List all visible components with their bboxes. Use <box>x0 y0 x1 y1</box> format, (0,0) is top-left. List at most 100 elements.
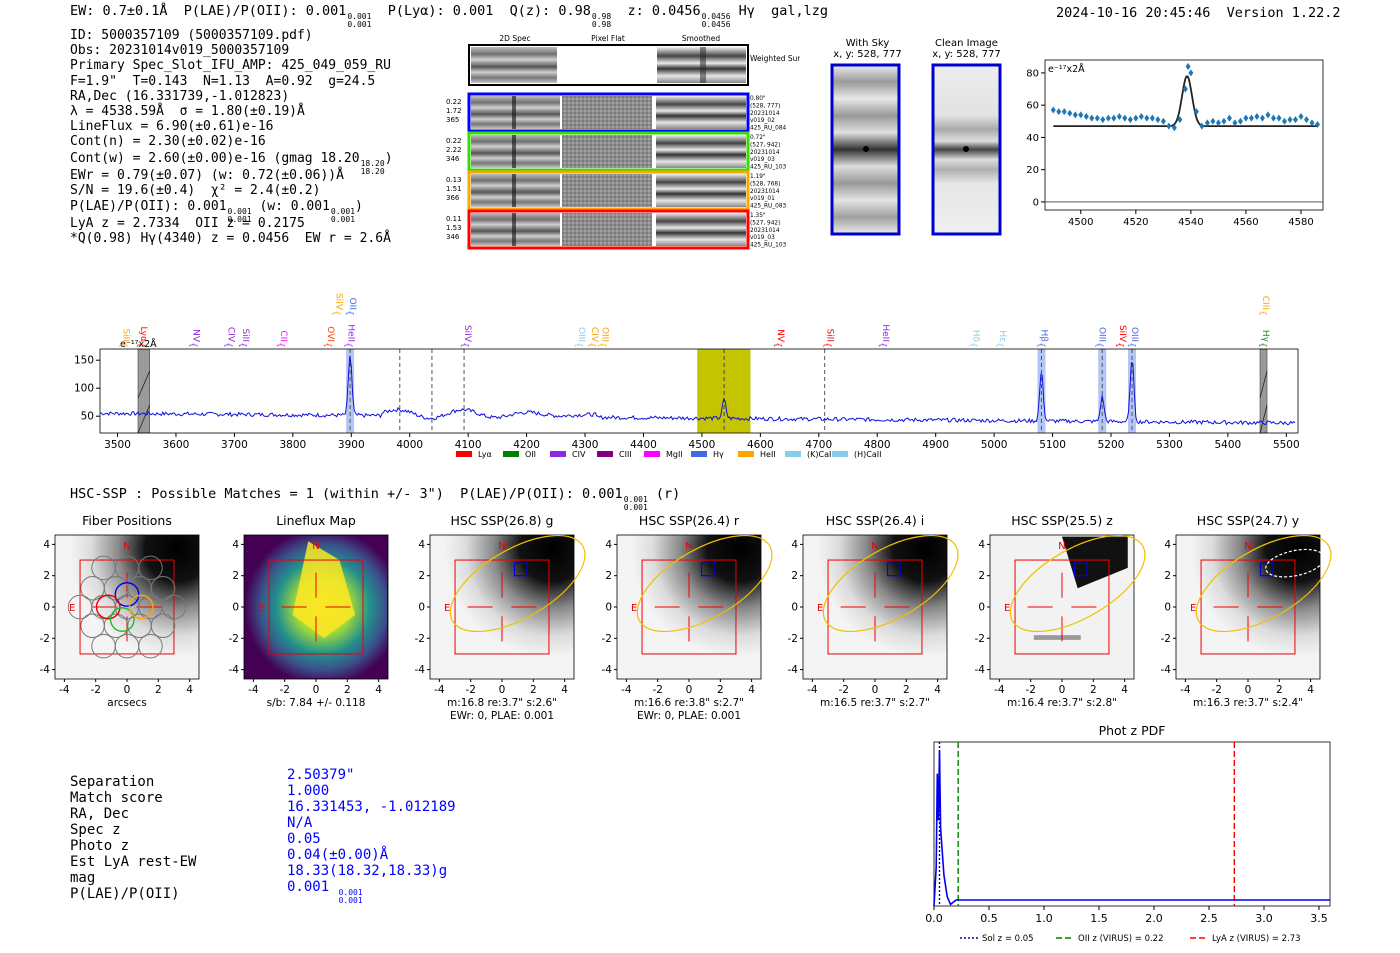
spec-row-meta: 425_RU_084 <box>750 126 787 132</box>
wide-xtick-label: 3900 <box>338 439 365 451</box>
wide-line-label: CIII <box>1260 296 1270 310</box>
plae-text: P(LAE)/P(OII): 0.001 <box>70 199 227 215</box>
cutout-match-box <box>1259 562 1274 577</box>
wide-xtick-label: 4100 <box>455 439 482 451</box>
cutout-ytick-label: -4 <box>975 664 986 676</box>
weighted-sum-2dspec <box>471 47 557 83</box>
fit-point <box>1259 114 1265 122</box>
photz-legend-label: Sol z = 0.05 <box>982 934 1034 944</box>
cutout-ytick-label: 4 <box>605 539 612 551</box>
cutout-xtick-label: -2 <box>1211 684 1221 696</box>
header-ew-plae: EW: 0.7±0.1Å P(LAE)/P(OII): 0.001 <box>70 3 347 19</box>
cutout-match-box <box>513 562 528 577</box>
wide-hatch-line <box>137 370 151 399</box>
wide-line-label: SiII <box>240 328 250 342</box>
fit-point <box>1248 114 1254 122</box>
cutout-ytick-label: -4 <box>788 664 799 676</box>
wide-xtick-label: 4900 <box>922 439 949 451</box>
spec-row-meta: v019_03 <box>750 157 775 163</box>
fit-point <box>1072 111 1078 119</box>
match-labels: Separation Match score RA, Dec Spec z Ph… <box>70 774 196 902</box>
wide-legend-swatch <box>644 451 660 457</box>
header-plya: P(Lyα): 0.001 <box>387 3 494 19</box>
cutout-east: E <box>631 603 637 614</box>
wide-line-bracket: { <box>573 342 583 348</box>
frac-hi: 0.0456 <box>701 12 731 21</box>
match-label-0: Separation <box>70 774 155 790</box>
cutout-ytick-label: 2 <box>978 570 985 582</box>
cutout-ytick-label: 2 <box>43 570 50 582</box>
frac-lo: 0.001 <box>330 215 356 225</box>
wide-legend-swatch <box>738 451 754 457</box>
wide-line-bracket: { <box>877 342 887 348</box>
spec-row-stat: 0.22 <box>446 137 462 145</box>
cutout-xtick-label: -2 <box>1025 684 1035 696</box>
spec-row-meta: 1.19" <box>750 174 766 180</box>
fit-ytick-label: 20 <box>1026 165 1039 176</box>
photz-xtick-label: 3.0 <box>1255 912 1273 925</box>
frac-lo: 0.98 <box>591 20 612 29</box>
fit-point <box>1281 117 1287 125</box>
spec-row-smoothed <box>656 174 746 207</box>
info-contn: Cont(n) = 2.30(±0.02)e-16 <box>70 134 266 150</box>
wide-line-bracket: { <box>1035 342 1045 348</box>
wide-line-label: HeII <box>345 324 355 342</box>
stamp-clean-title: Clean Image x, y: 528, 777 <box>919 38 1014 60</box>
wide-line-label: SiIV <box>462 325 472 343</box>
spec-row-meta: 20231014 <box>750 189 780 195</box>
match-value-7: 0.001 0.001 0.001 <box>287 879 456 905</box>
wide-spectrum-plot: 3500 3600 3700 3800 3900 4000 4100 4200 4300 4400… <box>74 293 1300 459</box>
spec-row-meta: v019_01 <box>750 196 775 202</box>
cutout-east: E <box>817 603 823 614</box>
cutout-title: Lineflux Map <box>276 513 356 528</box>
cutout-ytick-label: 0 <box>978 602 985 614</box>
spec-row-meta: 425_RU_083 <box>750 204 787 210</box>
match-label-5: Est LyA rest-EW <box>70 854 197 870</box>
fit-point <box>1122 114 1128 122</box>
wide-line-label: CIV <box>589 327 599 343</box>
cutout-xtick-label: -4 <box>248 684 259 696</box>
fit-point <box>1127 116 1133 124</box>
frac-hi: 0.001 <box>338 888 363 897</box>
frac-lo: 0.001 <box>338 896 363 905</box>
cutout-xtick-label: -2 <box>279 684 289 696</box>
spec-row-smoothed <box>656 213 746 246</box>
plae-tail: ) <box>355 199 363 215</box>
cutout-ytick-label: -2 <box>602 633 612 645</box>
match-label-7: P(LAE)/P(OII) <box>70 886 180 902</box>
spec-row-meta: (528, 768) <box>750 181 780 187</box>
match-label-4: Photo z <box>70 838 130 854</box>
header-z: z: 0.0456 <box>627 3 701 19</box>
cutout-caption-2: EWr: 0, PLAE: 0.001 <box>450 710 554 722</box>
cutout-aperture <box>636 534 773 633</box>
spec-row-stat: 1.53 <box>446 224 462 232</box>
fit-point <box>1155 116 1161 124</box>
fiber-circle <box>138 633 163 659</box>
fit-ytick-label: 40 <box>1026 133 1039 144</box>
contw-tail: ) <box>384 150 393 166</box>
spec-row-meta: 1.35" <box>750 213 766 219</box>
info-obs: Obs: 20231014v019_5000357109 <box>70 43 290 59</box>
fit-point <box>1100 116 1106 124</box>
hsc-summary: HSC-SSP : Possible Matches = 1 (within +… <box>70 486 680 512</box>
info-id: ID: 5000357109 (5000357109.pdf) <box>70 28 313 43</box>
wide-line-label: OIII <box>600 327 610 342</box>
wide-xtick-label: 5400 <box>1215 439 1242 451</box>
cutout-xtick-label: -4 <box>59 684 70 696</box>
cutout-image <box>429 534 575 680</box>
plae-w: (w: 0.001 <box>251 199 330 215</box>
cutout-caption-2: EWr: 0, PLAE: 0.001 <box>637 710 741 722</box>
fit-xtick-label: 4580 <box>1288 217 1313 228</box>
fit-point <box>1056 108 1062 116</box>
cutout-xtick-label: 4 <box>934 684 941 696</box>
wide-unit: e⁻¹⁷x2Å <box>120 338 157 350</box>
wide-spectrum-line <box>99 355 1296 426</box>
wide-line-label: Hε <box>997 330 1007 342</box>
wide-line-label: OII <box>347 298 357 310</box>
wide-line-bracket: { <box>188 342 198 348</box>
spec-row-stat: 1.51 <box>446 185 462 193</box>
wide-hatch-line <box>137 404 151 434</box>
cutout-east: E <box>1190 603 1196 614</box>
fit-point <box>1116 112 1122 120</box>
cutout-ytick-label: -2 <box>229 633 239 645</box>
